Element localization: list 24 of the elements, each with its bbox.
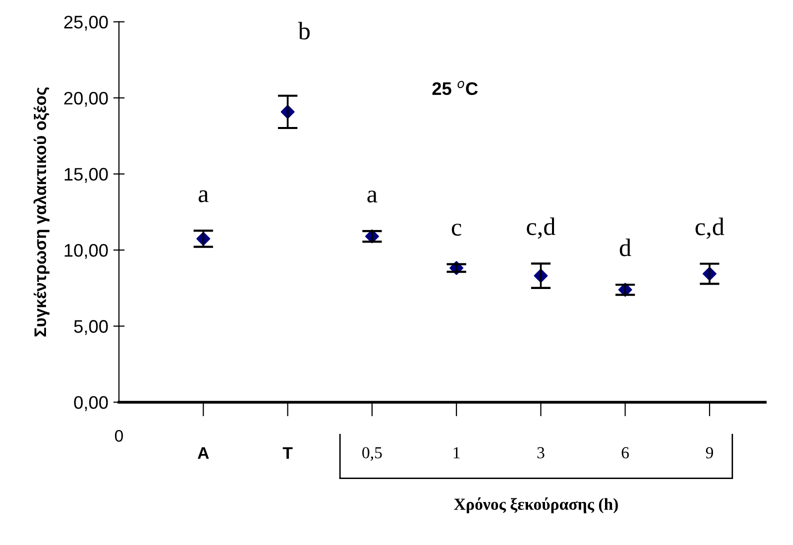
x-tick-label: T bbox=[282, 447, 293, 459]
x-tick-label: A bbox=[198, 447, 209, 459]
annotation: a bbox=[367, 190, 378, 203]
x-tick-label: 0 bbox=[114, 430, 123, 442]
annotation: a bbox=[198, 190, 209, 202]
y-tick-label: 25,00 bbox=[64, 16, 108, 31]
y-axis-title: Συγκέντρωση γαλακτικού οξέος bbox=[34, 87, 50, 337]
annotation: c,d bbox=[526, 218, 556, 239]
y-tick-label: 15,00 bbox=[64, 168, 108, 183]
x-tick-label: 1 bbox=[454, 447, 460, 458]
x-tick-label: 3 bbox=[537, 447, 544, 458]
y-tick-label: 20,00 bbox=[64, 92, 108, 107]
x-tick-label: 9 bbox=[706, 447, 714, 458]
annotation: b bbox=[298, 22, 310, 40]
annotation: 25 $^{o}$C bbox=[432, 80, 478, 96]
y-tick-label: 0,00 bbox=[74, 396, 108, 412]
x-tick-label: 0,5 bbox=[362, 447, 382, 461]
annotation: d bbox=[620, 238, 632, 256]
x-axis-title: Χρόνος ξεκούρασης (h) bbox=[454, 497, 618, 514]
annotation: c bbox=[452, 224, 462, 236]
y-tick-label: 10,00 bbox=[64, 244, 108, 259]
x-tick-label: 6 bbox=[622, 447, 629, 458]
annotation: c,d bbox=[696, 218, 724, 239]
y-tick-label: 5,00 bbox=[74, 320, 108, 335]
